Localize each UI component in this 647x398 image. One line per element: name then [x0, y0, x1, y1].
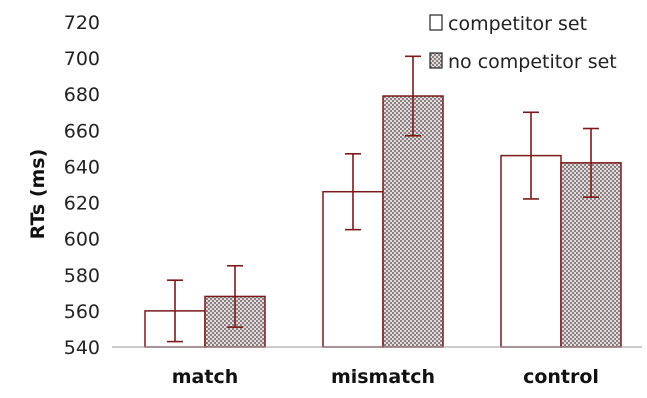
y-tick-label: 700	[64, 48, 100, 70]
y-axis-title: RTs (ms)	[27, 149, 49, 240]
bar-no-competitor-set-mismatch	[382, 95, 444, 348]
x-category-label-mismatch: mismatch	[331, 366, 435, 388]
x-axis-categories: match mismatch control	[172, 366, 599, 388]
y-tick-label: 680	[64, 84, 100, 106]
y-tick-label: 560	[64, 301, 100, 323]
legend-swatch-competitor-set	[429, 14, 443, 31]
y-axis-ticks: 540 560 580 600 620 640 660 680 700 720	[64, 12, 100, 359]
error-bars	[167, 55, 599, 343]
legend: competitor set no competitor set	[429, 13, 617, 73]
x-category-label-match: match	[172, 366, 239, 388]
x-category-label-control: control	[523, 366, 599, 388]
y-tick-label: 660	[64, 120, 100, 142]
y-tick-label: 540	[64, 337, 100, 359]
legend-swatch-no-competitor-set	[429, 52, 443, 69]
y-tick-label: 580	[64, 265, 100, 287]
legend-label-competitor-set: competitor set	[448, 13, 587, 35]
y-tick-label: 720	[64, 12, 100, 34]
y-tick-label: 600	[64, 229, 100, 251]
legend-label-no-competitor-set: no competitor set	[448, 51, 617, 73]
bars	[112, 95, 642, 348]
y-tick-label: 640	[64, 156, 100, 178]
y-tick-label: 620	[64, 193, 100, 215]
